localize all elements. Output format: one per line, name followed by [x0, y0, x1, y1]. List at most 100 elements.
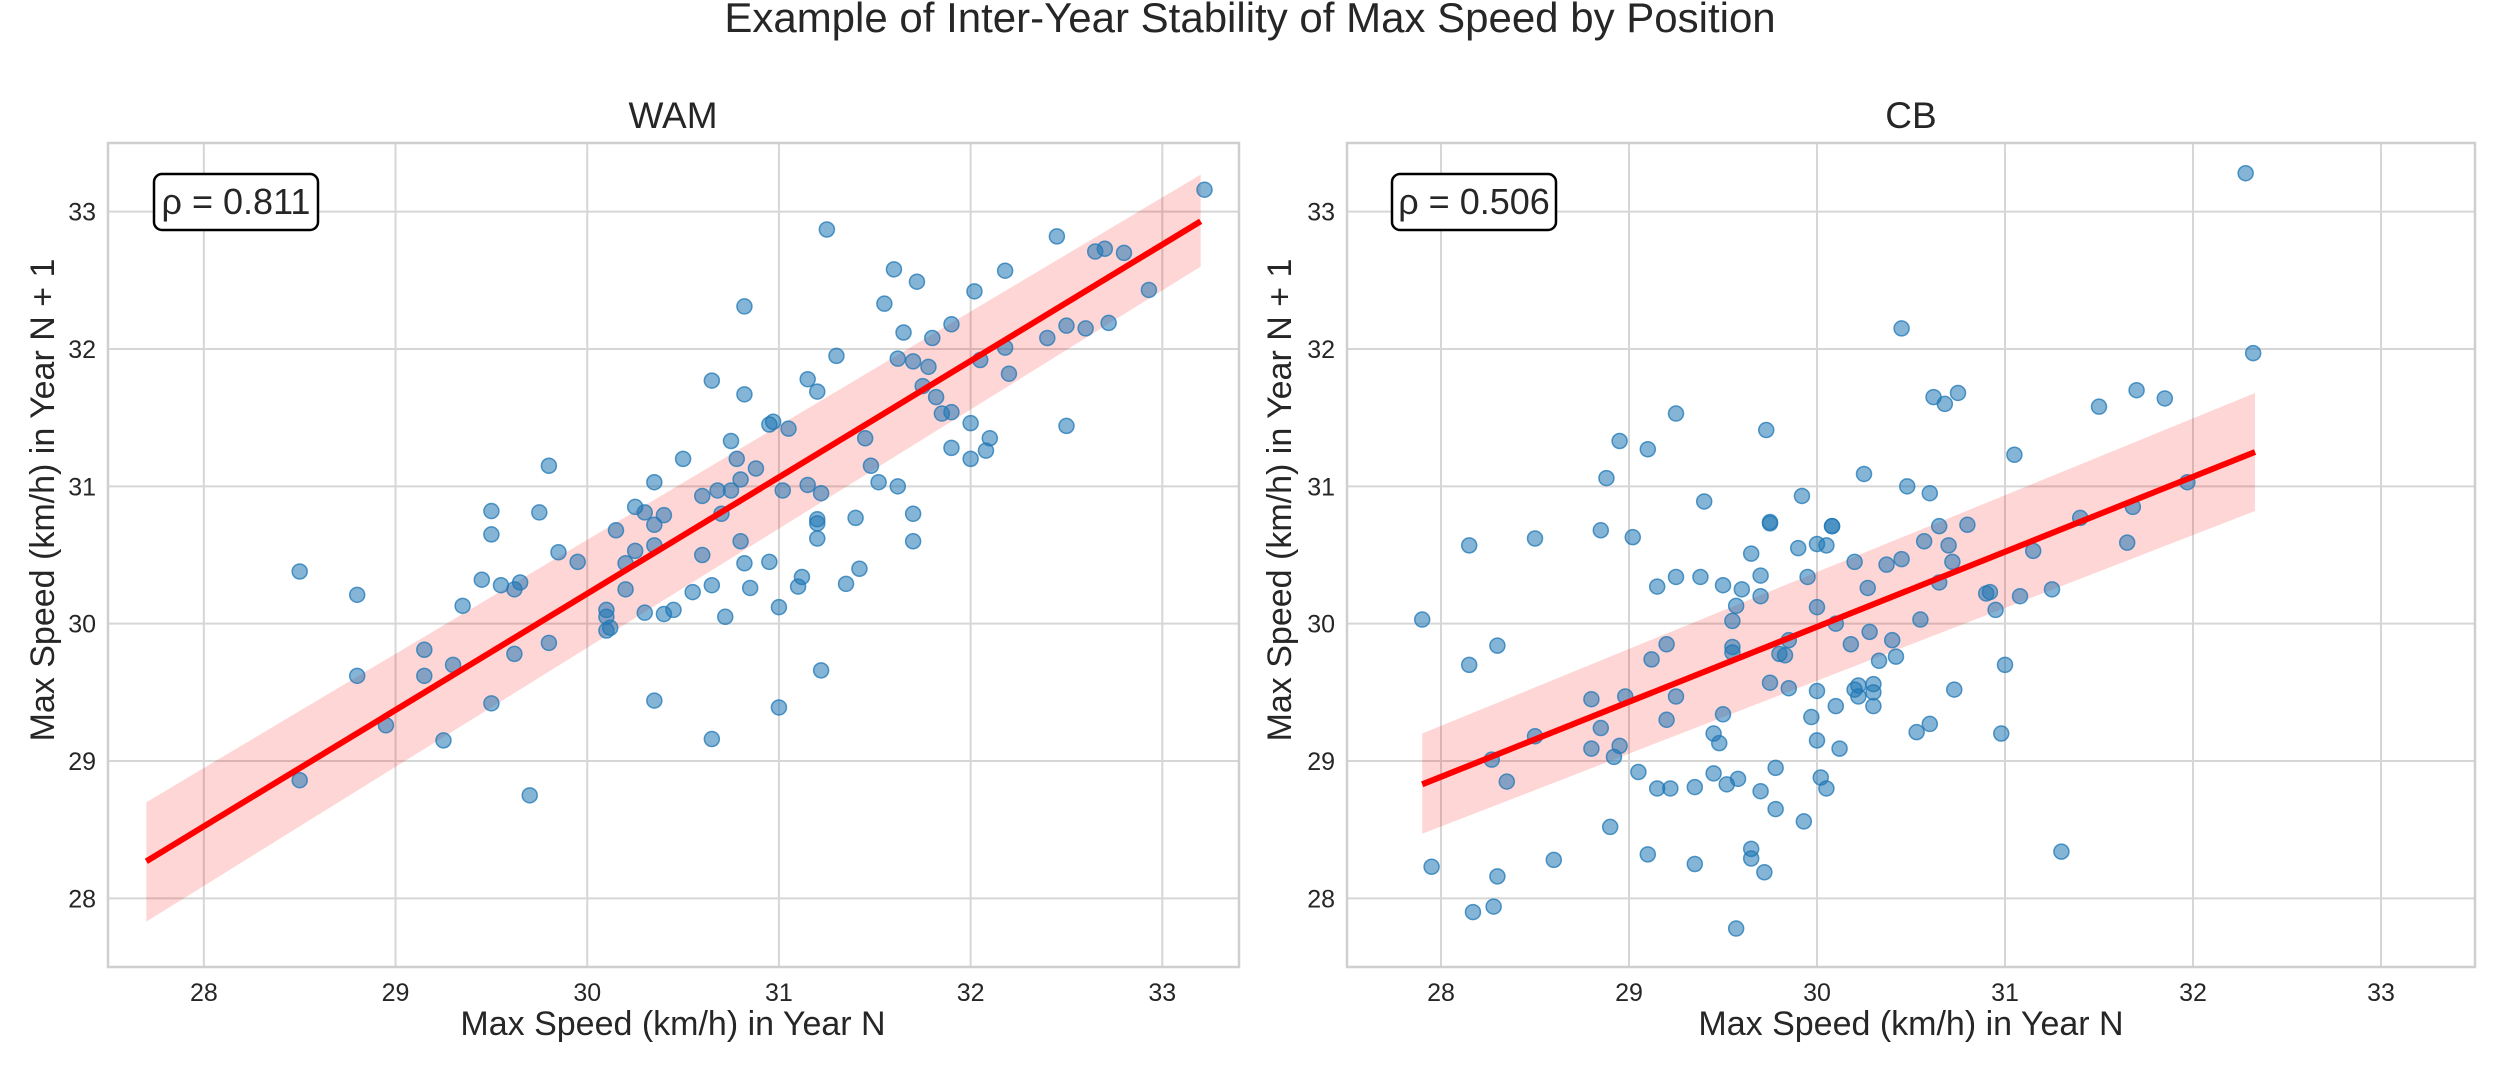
- cb-data-point-83: [1823, 517, 1841, 535]
- cb-rho-annotation: ρ = 0.506: [1390, 172, 1558, 232]
- cb-panel: CB Max Speed (km/h) in Year N Max Speed …: [1261, 95, 2477, 1043]
- wam-rho-label: ρ = 0.811: [162, 181, 311, 222]
- cb-data-point-103: [1893, 320, 1910, 337]
- wam-data-point-88: [885, 261, 903, 278]
- wam-x-tick-label-0: 28: [190, 979, 218, 1007]
- wam-data-point-56: [732, 533, 749, 550]
- cb-data-point-122: [1992, 725, 2010, 742]
- cb-data-point-53: [1742, 545, 1760, 562]
- wam-panel: WAM Max Speed (km/h) in Year N Max Speed…: [24, 95, 1241, 1043]
- cb-data-point-38: [1692, 568, 1709, 586]
- wam-data-point-67: [774, 482, 792, 499]
- cb-data-point-70: [1789, 539, 1807, 557]
- wam-data-point-48: [703, 730, 721, 748]
- wam-data-point-54: [728, 450, 746, 468]
- wam-y-axis-label: Max Speed (km/h) in Year N + 1: [24, 259, 62, 742]
- wam-data-point-9: [454, 597, 471, 615]
- wam-data-point-66: [770, 699, 788, 716]
- cb-data-point-1: [1423, 858, 1440, 875]
- cb-data-point-20: [1611, 737, 1628, 755]
- cb-x-tick-label-3: 31: [1991, 979, 2019, 1007]
- cb-data-point-52: [1733, 581, 1751, 598]
- cb-data-point-101: [1887, 648, 1905, 665]
- wam-data-point-28: [607, 522, 625, 539]
- cb-data-point-71: [1793, 487, 1811, 505]
- wam-data-point-51: [717, 608, 734, 626]
- cb-data-point-26: [1639, 441, 1657, 458]
- cb-data-point-91: [1850, 688, 1867, 705]
- cb-data-point-86: [1831, 740, 1848, 757]
- cb-data-point-28: [1648, 578, 1666, 595]
- cb-data-point-3: [1460, 656, 1478, 674]
- cb-data-point-113: [1936, 395, 1954, 413]
- wam-data-point-60: [741, 579, 759, 597]
- cb-data-point-118: [1959, 516, 1976, 534]
- wam-data-point-116: [1058, 417, 1075, 435]
- wam-data-point-79: [818, 221, 836, 238]
- cb-data-point-36: [1686, 778, 1704, 796]
- wam-data-point-86: [870, 473, 887, 491]
- wam-data-point-21: [540, 634, 558, 652]
- wam-data-point-47: [703, 576, 721, 594]
- cb-y-tick-label-5: 33: [1307, 199, 1335, 227]
- cb-data-point-16: [1592, 522, 1610, 539]
- cb-plot-frame: [1345, 141, 2477, 969]
- wam-rho-annotation: ρ = 0.811: [152, 172, 320, 232]
- cb-data-point-85: [1827, 697, 1845, 715]
- wam-data-point-122: [1140, 281, 1158, 299]
- cb-data-point-111: [1930, 517, 1948, 535]
- cb-data-point-35: [1667, 405, 1685, 422]
- wam-data-point-3: [348, 586, 366, 604]
- cb-data-point-67: [1776, 647, 1794, 664]
- cb-data-point-12: [1545, 851, 1563, 869]
- cb-data-point-23: [1624, 528, 1642, 546]
- cb-data-point-120: [1981, 583, 1999, 601]
- wam-data-point-44: [694, 546, 711, 564]
- wam-data-point-90: [889, 478, 907, 495]
- wam-data-point-70: [793, 568, 811, 586]
- cb-data-point-27: [1643, 651, 1660, 668]
- wam-data-point-5: [416, 641, 433, 659]
- cb-data-point-13: [1583, 740, 1600, 757]
- cb-data-point-121: [1987, 601, 2004, 619]
- cb-data-point-81: [1818, 537, 1835, 554]
- cb-data-point-50: [1727, 920, 1745, 937]
- wam-data-point-72: [799, 370, 816, 388]
- wam-data-point-110: [996, 262, 1014, 279]
- wam-data-point-95: [908, 273, 926, 290]
- cb-data-point-2: [1460, 537, 1478, 554]
- cb-data-point-78: [1808, 732, 1826, 749]
- cb-panel-title: CB: [1885, 95, 1936, 136]
- cb-data-point-134: [2156, 390, 2174, 407]
- cb-data-point-137: [2244, 344, 2262, 362]
- wam-data-point-53: [722, 432, 740, 450]
- wam-data-point-17: [506, 645, 523, 663]
- wam-data-point-19: [531, 504, 548, 521]
- cb-regression-line: [1421, 449, 2257, 788]
- cb-data-point-114: [1940, 537, 1957, 554]
- wam-data-point-74: [809, 511, 826, 528]
- wam-data-point-11: [483, 526, 500, 543]
- wam-x-tick-label-3: 31: [765, 979, 793, 1007]
- cb-data-point-58: [1752, 782, 1769, 800]
- wam-data-point-0: [291, 563, 308, 580]
- wam-data-point-13: [483, 695, 500, 712]
- wam-data-point-64: [764, 413, 782, 431]
- wam-y-tick-label-1: 29: [68, 748, 96, 776]
- wam-data-point-62: [761, 553, 778, 571]
- wam-data-point-81: [837, 575, 855, 593]
- wam-data-point-103: [943, 439, 960, 457]
- wam-data-point-84: [856, 430, 874, 447]
- cb-data-point-10: [1526, 530, 1544, 547]
- wam-data-point-57: [736, 554, 753, 572]
- cb-data-point-62: [1761, 513, 1779, 531]
- cb-data-point-97: [1865, 697, 1882, 715]
- wam-x-tick-label-1: 29: [382, 979, 410, 1007]
- cb-data-point-117: [1949, 384, 1967, 402]
- wam-data-point-68: [780, 420, 797, 437]
- wam-data-point-30: [617, 581, 634, 598]
- wam-data-point-18: [521, 787, 538, 804]
- wam-data-point-58: [736, 386, 753, 403]
- cb-data-point-51: [1729, 770, 1747, 788]
